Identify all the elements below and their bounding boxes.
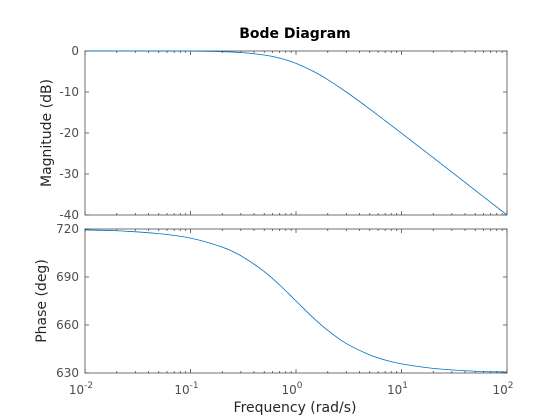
- x-tick-label: 100: [281, 381, 302, 397]
- magnitude-ylabel: Magnitude (dB): [39, 79, 55, 187]
- phase-ytick-label: 660: [56, 318, 79, 332]
- phase-panel: Phase (deg) 720 690 660 630: [34, 222, 508, 380]
- magnitude-ytick-label: -40: [59, 208, 79, 222]
- magnitude-panel: Magnitude (dB) 0 -10 -20 -30 -40: [39, 44, 508, 222]
- phase-ylabel: Phase (deg): [34, 259, 50, 343]
- magnitude-ytick-label: -10: [59, 85, 79, 99]
- phase-series-line: [84, 229, 508, 373]
- x-tick-labels: 10-2 10-1 100 101 102: [69, 381, 514, 397]
- phase-ytick-label: 630: [56, 366, 79, 380]
- magnitude-ytick-label: -30: [59, 167, 79, 181]
- phase-ytick-label: 720: [56, 222, 79, 236]
- magnitude-series-line: [84, 50, 508, 216]
- magnitude-axes-frame: [84, 50, 508, 216]
- chart-title: Bode Diagram: [239, 26, 351, 42]
- x-tick-label: 101: [387, 381, 408, 397]
- magnitude-ytick-label: 0: [71, 44, 79, 58]
- phase-ytick-label: 690: [56, 270, 79, 284]
- magnitude-ytick-label: -20: [59, 126, 79, 140]
- x-tick-label: 10-2: [69, 381, 93, 397]
- x-axis-label: Frequency (rad/s): [234, 400, 357, 416]
- x-tick-label: 102: [492, 381, 513, 397]
- x-tick-label: 10-1: [174, 381, 198, 397]
